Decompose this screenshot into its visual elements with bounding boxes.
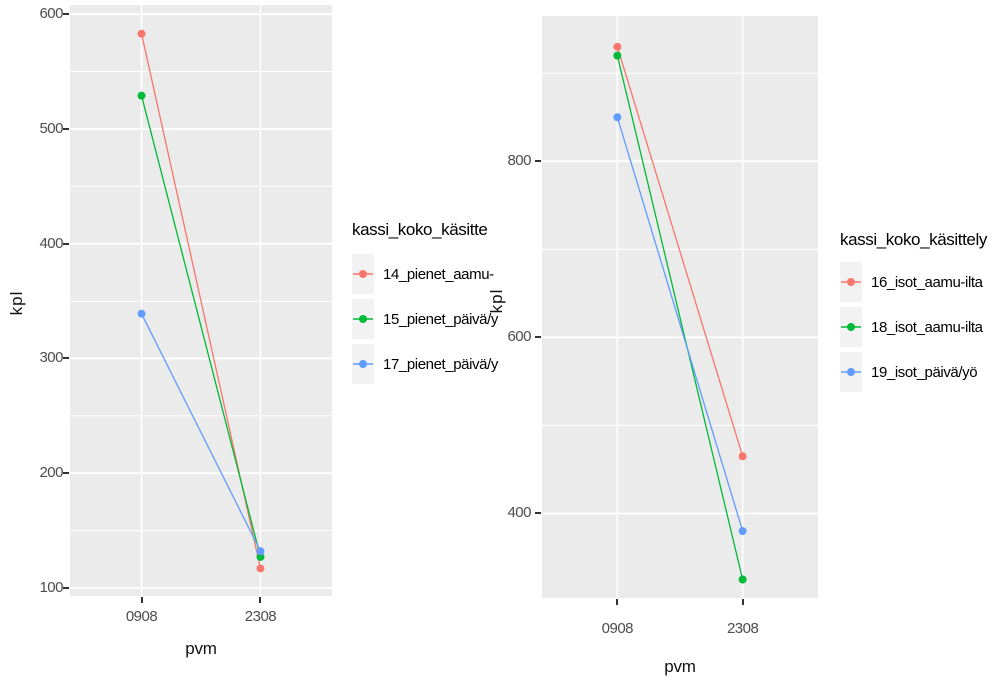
y-tick-label: 100: [39, 578, 63, 596]
y-tick-mark: [63, 13, 69, 16]
x-axis-title: pvm: [664, 657, 696, 676]
y-axis-title: kpl: [7, 290, 26, 316]
legend-key-glyph: [841, 323, 861, 331]
y-tick-label: 400: [507, 504, 531, 522]
legend-key-glyph: [841, 278, 861, 286]
legend-item: 18_isot_aamu-ilta: [840, 307, 987, 347]
legend-item-label: 15_pienet_päivä/y: [383, 310, 498, 328]
y-tick-mark: [63, 586, 69, 589]
legend: kassi_koko_käsitte 14_pienet_aamu- 15_pie…: [352, 220, 498, 389]
y-tick-mark: [535, 160, 541, 163]
series-line: [616, 117, 744, 532]
series-line: [140, 33, 262, 569]
plot-panel: [70, 5, 332, 596]
legend-item-label: 17_pienet_päivä/y: [383, 355, 498, 373]
legend: kassi_koko_käsittely 16_isot_aamu-ilta 18…: [840, 230, 987, 397]
y-tick-label: 500: [39, 119, 63, 137]
x-tick-label: 2308: [726, 620, 759, 637]
data-point: [256, 547, 265, 556]
data-point: [137, 91, 146, 100]
legend-item: 19_isot_päivä/yö: [840, 352, 987, 392]
y-tick-mark: [535, 336, 541, 339]
series-line: [616, 46, 744, 457]
y-tick-mark: [63, 472, 69, 475]
data-point: [256, 552, 265, 561]
legend-item-label: 19_isot_päivä/yö: [871, 363, 978, 381]
data-point: [738, 452, 747, 461]
series-line: [616, 55, 744, 580]
data-point: [613, 51, 622, 60]
data-point: [137, 309, 146, 318]
series-line: [140, 313, 262, 552]
y-tick-mark: [63, 127, 69, 130]
legend-item: 17_pienet_päivä/y: [352, 344, 498, 384]
x-tick-mark: [741, 599, 744, 605]
data-point: [137, 29, 146, 38]
x-axis-title: pvm: [185, 639, 217, 658]
data-point: [738, 575, 747, 584]
y-tick-mark: [63, 357, 69, 360]
legend-key-glyph: [353, 315, 373, 323]
y-tick-label: 600: [39, 5, 63, 23]
legend-key: [352, 254, 374, 294]
x-tick-label: 0908: [125, 608, 158, 625]
legend-key-point: [847, 323, 855, 331]
y-tick-label: 300: [39, 349, 63, 367]
legend-key-glyph: [841, 368, 861, 376]
legend-key-point: [359, 315, 367, 323]
legend-key-point: [359, 270, 367, 278]
legend-key: [840, 262, 862, 302]
x-tick-mark: [259, 597, 262, 603]
legend-items: 16_isot_aamu-ilta 18_isot_aamu-ilta 19_iso…: [840, 262, 987, 392]
data-point: [738, 527, 747, 536]
legend-item-label: 18_isot_aamu-ilta: [871, 318, 983, 336]
legend-title: kassi_koko_käsitte: [352, 220, 488, 239]
legend-key-point: [847, 278, 855, 286]
series-line: [140, 95, 262, 558]
legend-key-glyph: [353, 360, 373, 368]
legend-item: 16_isot_aamu-ilta: [840, 262, 987, 302]
legend-key-point: [847, 368, 855, 376]
y-tick-mark: [535, 512, 541, 515]
x-tick-label: 0908: [601, 620, 634, 637]
legend-key: [840, 352, 862, 392]
y-tick-mark: [63, 242, 69, 245]
plot-svg: [70, 5, 332, 596]
x-tick-mark: [616, 599, 619, 605]
legend-key: [352, 299, 374, 339]
plot-panel: [542, 16, 818, 598]
legend-item: 15_pienet_päivä/y: [352, 299, 498, 339]
legend-item-label: 14_pienet_aamu-: [383, 265, 494, 283]
legend-item-label: 16_isot_aamu-ilta: [871, 273, 983, 291]
data-point: [613, 113, 622, 122]
legend-key-glyph: [353, 270, 373, 278]
legend-key-point: [359, 360, 367, 368]
data-point: [613, 42, 622, 51]
data-point: [256, 564, 265, 573]
x-tick-mark: [140, 597, 143, 603]
legend-items: 14_pienet_aamu- 15_pienet_päivä/y 17_piene…: [352, 254, 498, 384]
y-axis-title: kpl: [487, 288, 506, 314]
legend-title: kassi_koko_käsittely: [840, 230, 987, 249]
y-tick-label: 800: [507, 152, 531, 170]
legend-key: [352, 344, 374, 384]
y-tick-label: 400: [39, 234, 63, 252]
y-tick-label: 600: [507, 328, 531, 346]
plot-svg: [542, 16, 818, 598]
x-tick-label: 2308: [244, 608, 277, 625]
y-tick-label: 200: [39, 464, 63, 482]
legend-item: 14_pienet_aamu-: [352, 254, 498, 294]
legend-key: [840, 307, 862, 347]
